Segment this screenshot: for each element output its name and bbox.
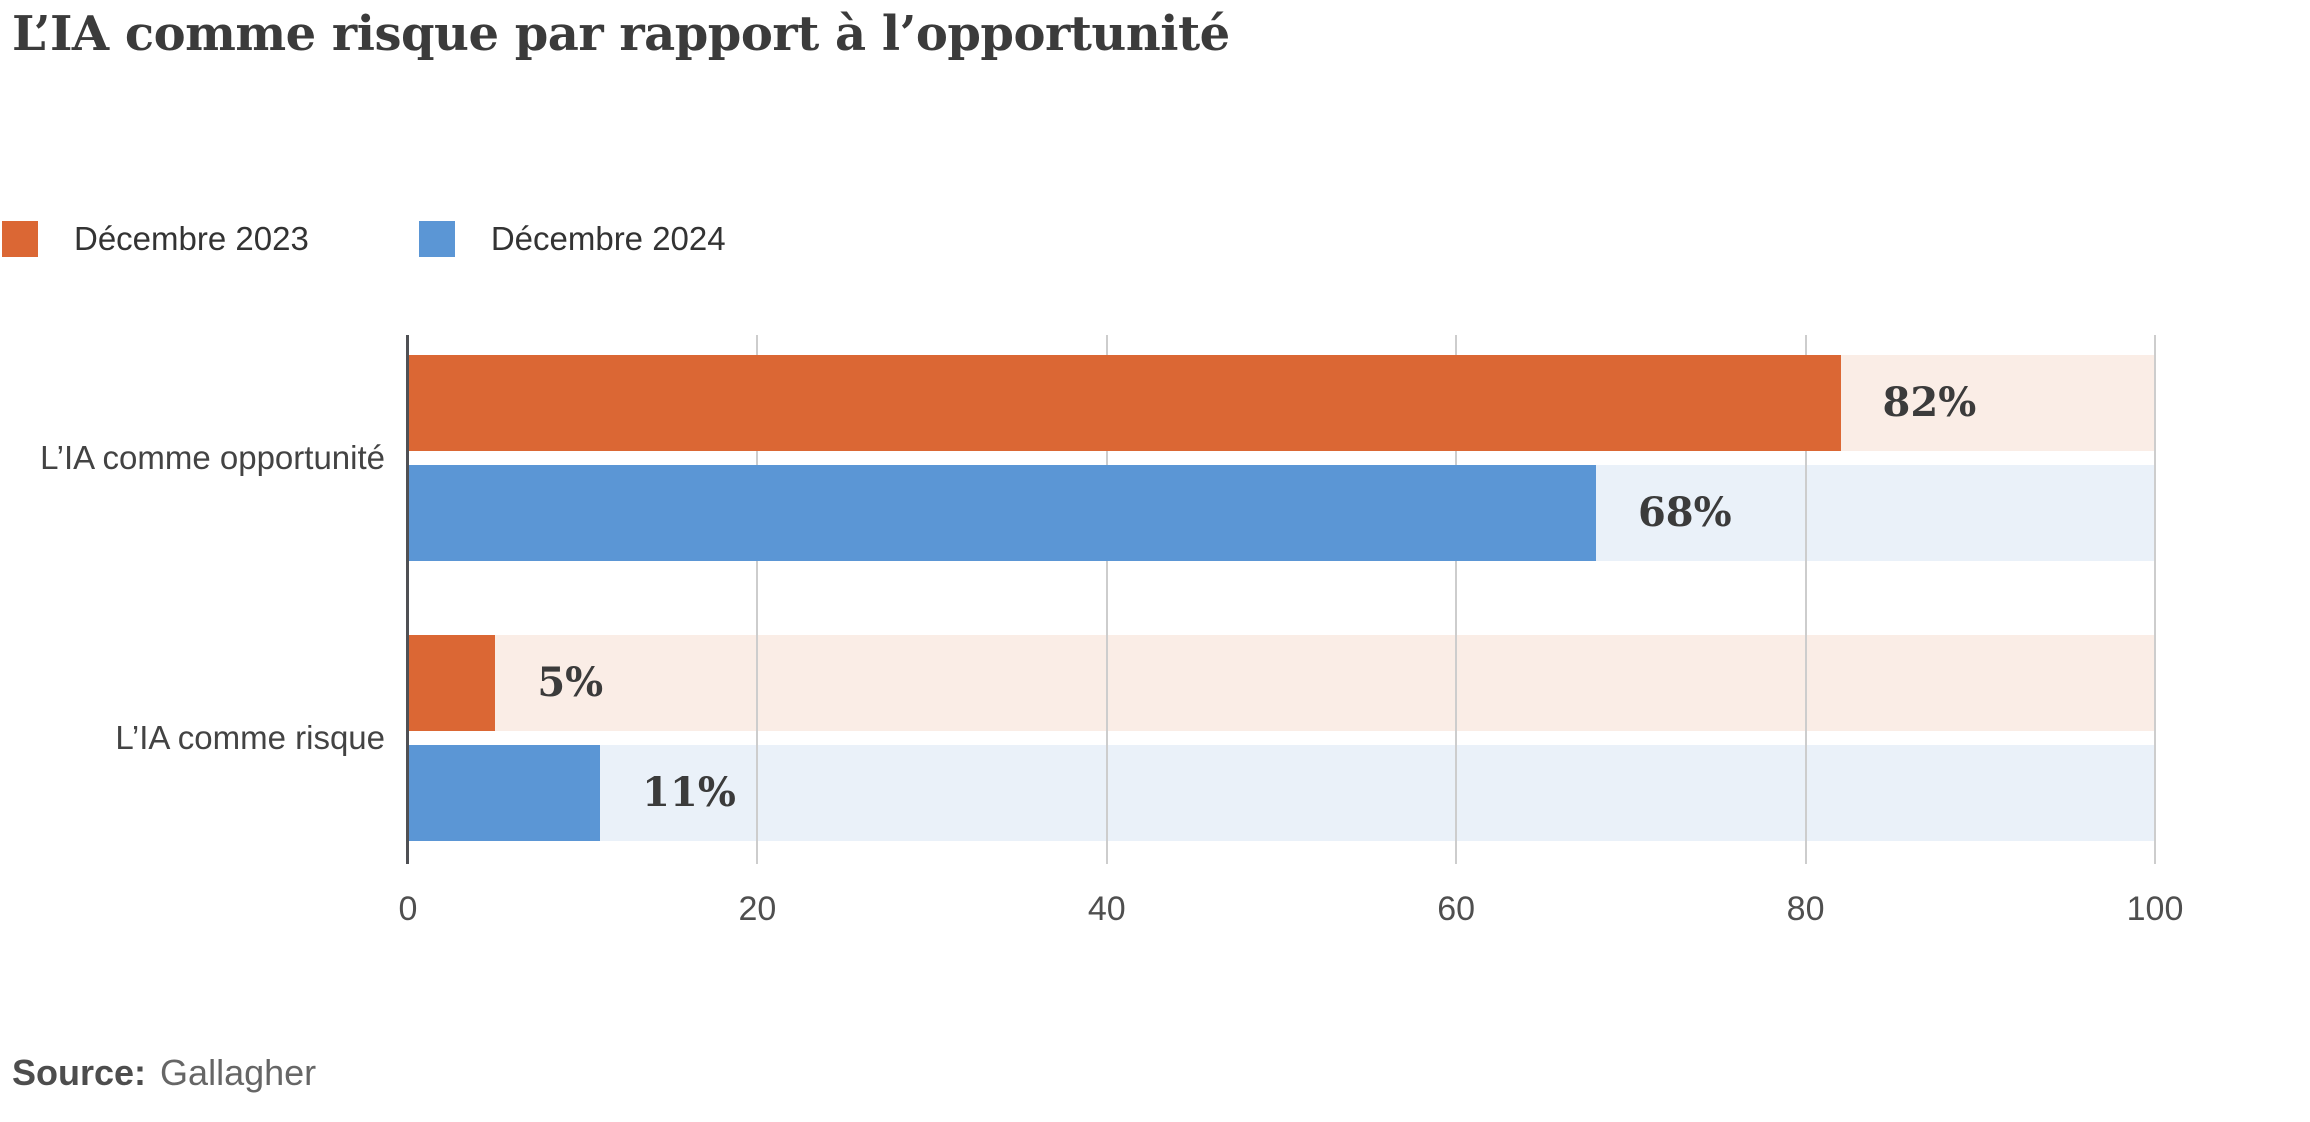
- x-tick-label-0: 0: [398, 890, 418, 928]
- legend-item-1: Décembre 2024: [418, 220, 726, 258]
- legend: Décembre 2023 Décembre 2024: [2, 220, 726, 258]
- bar-value-label: 11%: [642, 769, 736, 816]
- legend-item-0: Décembre 2023: [2, 220, 309, 258]
- gridline-60: [1455, 335, 1458, 864]
- bar-décembre-2023-1: [408, 635, 496, 731]
- bar-track: [408, 635, 2155, 731]
- bar-value-label: 68%: [1637, 489, 1732, 536]
- bar-décembre-2024-1: [408, 745, 601, 841]
- gridline-100: [2154, 335, 2156, 864]
- x-tick-label-60: 60: [1437, 890, 1476, 928]
- legend-label: Décembre 2023: [74, 220, 309, 257]
- legend-label: Décembre 2024: [490, 220, 726, 257]
- bar-décembre-2023-0: [408, 355, 1841, 451]
- gridline-20: [756, 335, 759, 864]
- bar-value-label: 5%: [537, 659, 604, 706]
- x-tick-label-40: 40: [1087, 890, 1126, 928]
- legend-swatch-icon: [2, 221, 38, 257]
- bar-value-label: 82%: [1882, 379, 1977, 426]
- chart-title: L’IA comme risque par rapport à l’opport…: [12, 6, 1230, 62]
- bar-chart: 82% 68% L’IA comme opportunité 5% 11% L’IA co…: [0, 335, 2310, 935]
- source-row: Source: Gallagher: [12, 1052, 316, 1094]
- source-label: Source:: [12, 1052, 147, 1093]
- category-label-1: L’IA comme risque: [115, 719, 385, 756]
- x-tick-label-100: 100: [2126, 890, 2184, 928]
- x-tick-label-80: 80: [1786, 890, 1825, 928]
- y-axis-line: [406, 335, 409, 864]
- x-tick-label-20: 20: [738, 890, 777, 928]
- bar-décembre-2024-0: [408, 465, 1596, 561]
- gridline-40: [1105, 335, 1108, 864]
- bar-track: [408, 745, 2155, 841]
- gridline-80: [1804, 335, 1807, 864]
- legend-swatch-icon: [418, 221, 455, 257]
- source-value: Gallagher: [160, 1052, 317, 1093]
- category-label-0: L’IA comme opportunité: [40, 439, 385, 476]
